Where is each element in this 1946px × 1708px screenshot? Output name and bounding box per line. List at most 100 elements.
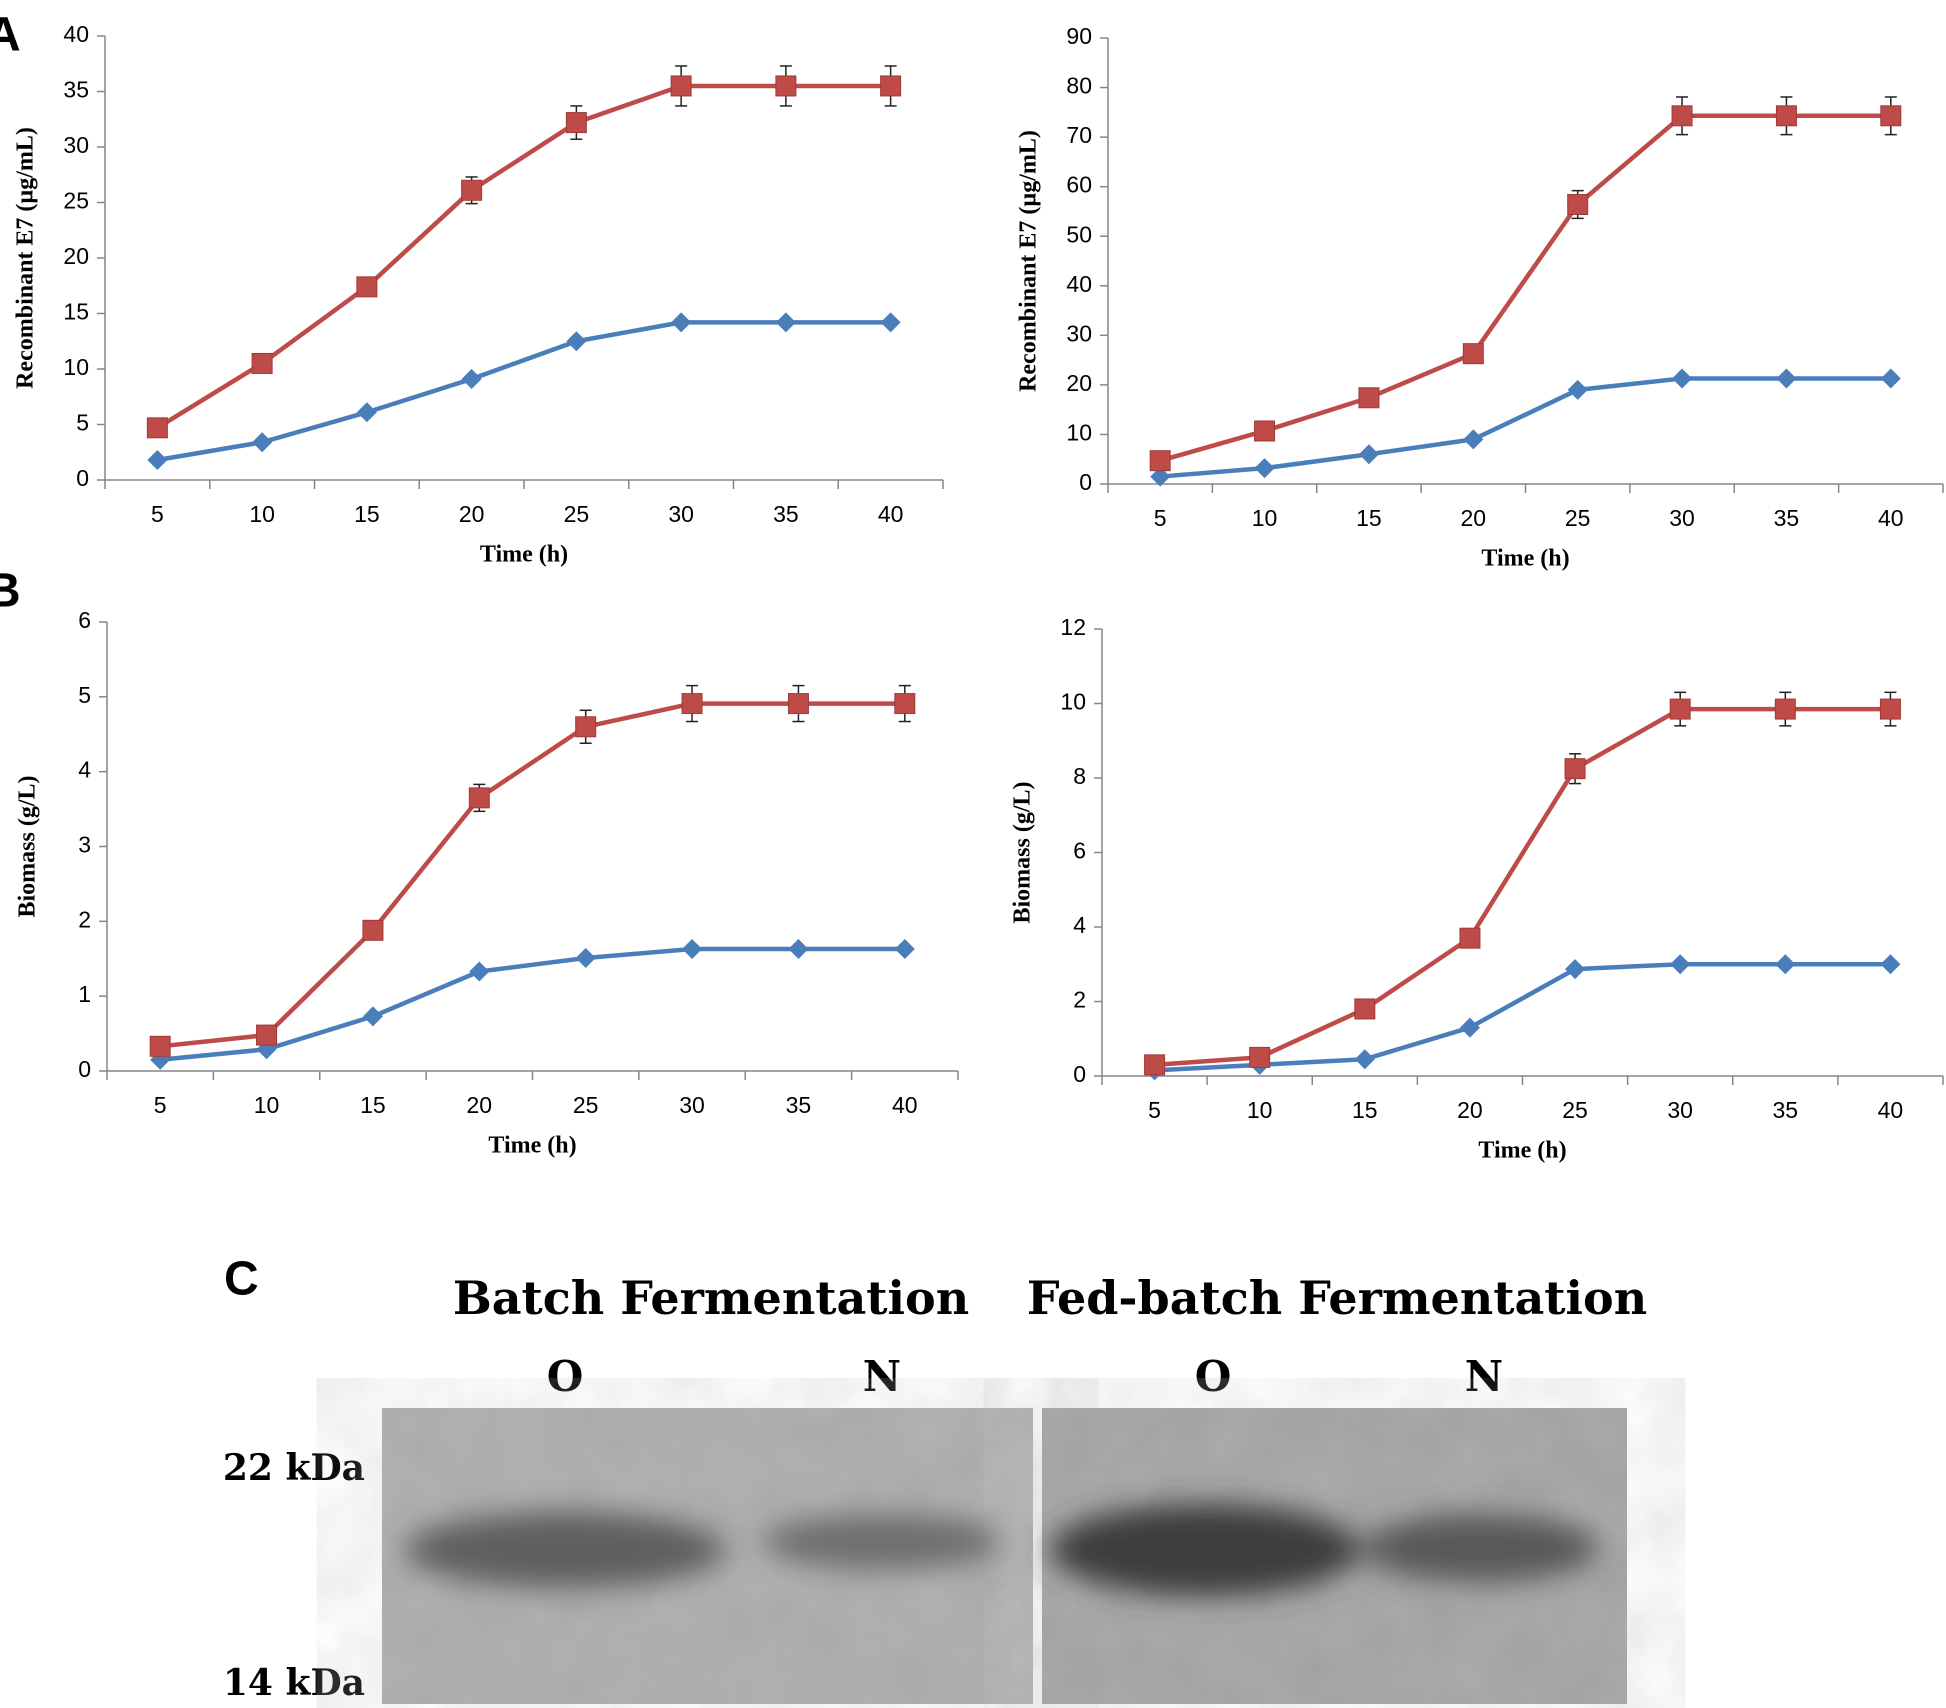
marker	[1358, 387, 1380, 409]
gel-panel: Batch Fermentation Fed-batch Fermentatio…	[223, 1271, 1647, 1704]
y-tick-label: 0	[76, 465, 89, 491]
marker	[461, 368, 482, 389]
marker	[147, 450, 168, 471]
line	[159, 946, 905, 1063]
y-axis-title: Biomass (g/L)	[15, 775, 41, 917]
marker	[1565, 959, 1586, 980]
x-tick-label: 5	[154, 1092, 167, 1118]
x-tick-label: 5	[151, 501, 164, 527]
y-tick-label: 10	[1060, 689, 1086, 715]
x-tick-label: 25	[1565, 505, 1591, 531]
y-tick-label: 0	[1079, 469, 1092, 495]
marker	[252, 432, 273, 453]
marker	[251, 352, 273, 374]
marker	[1774, 698, 1796, 720]
marker	[1775, 105, 1797, 127]
x-tick-label: 10	[1247, 1097, 1273, 1123]
marker	[1879, 698, 1901, 720]
marker	[565, 112, 587, 134]
marker	[1670, 954, 1691, 975]
marker	[1462, 343, 1484, 365]
marker	[1150, 466, 1171, 487]
marker	[681, 693, 703, 715]
panel-label: B	[0, 565, 21, 618]
y-tick-label: 5	[76, 410, 89, 436]
y-tick-label: 30	[63, 132, 89, 158]
x-tick-label: 20	[459, 501, 485, 527]
marker-label: 14 kDa	[223, 1662, 365, 1704]
y-tick-label: 35	[63, 77, 89, 103]
x-axis-title: Time (h)	[1481, 546, 1569, 572]
marker	[775, 312, 796, 333]
x-tick-label: 35	[786, 1092, 812, 1118]
x-tick-label: 40	[1878, 1097, 1904, 1123]
marker	[575, 948, 596, 969]
marker	[682, 939, 703, 960]
marker	[1463, 429, 1484, 450]
x-tick-label: 10	[1252, 505, 1278, 531]
marker	[146, 417, 168, 439]
y-tick-label: 20	[1066, 370, 1092, 396]
marker	[1358, 444, 1379, 465]
marker	[1149, 450, 1171, 472]
marker	[1254, 458, 1275, 479]
marker-label: 22 kDa	[223, 1447, 365, 1489]
x-tick-label: 30	[1669, 505, 1695, 531]
marker	[1672, 368, 1693, 389]
x-tick-label: 20	[467, 1092, 493, 1118]
y-tick-label: 90	[1066, 23, 1092, 49]
marker	[1354, 1049, 1375, 1070]
marker	[1669, 698, 1691, 720]
marker	[356, 276, 378, 298]
marker	[1567, 194, 1589, 216]
y-tick-label: 6	[1073, 838, 1086, 864]
marker	[1775, 954, 1796, 975]
marker	[1776, 368, 1797, 389]
marker	[787, 693, 809, 715]
x-tick-label: 20	[1461, 505, 1487, 531]
y-axis-title: Biomass (g/L)	[1010, 781, 1036, 923]
line	[1159, 113, 1891, 463]
y-tick-label: 6	[78, 607, 91, 633]
marker	[1249, 1046, 1271, 1068]
y-tick-label: 1	[78, 981, 91, 1007]
y-tick-label: 5	[78, 682, 91, 708]
x-tick-label: 15	[360, 1092, 386, 1118]
chart: 0 5 10 15 20 25 30 35 40 5 10 15 20 25 30 35 40 Time (h) R…	[13, 21, 944, 568]
x-tick-label: 30	[1667, 1097, 1693, 1123]
x-tick-label: 15	[1352, 1097, 1378, 1123]
y-tick-label: 2	[1073, 987, 1086, 1013]
y-tick-label: 40	[1066, 271, 1092, 297]
y-axis-title: Recombinant E7 (µg/mL)	[13, 127, 39, 389]
chart: 0 2 4 6 8 10 12 5 10 15 20 25 30 35 40 Time (h) Biomass …	[1010, 614, 1944, 1164]
gel-title: Fed-batch Fermentation	[1027, 1271, 1647, 1325]
marker	[1567, 379, 1588, 400]
y-tick-label: 0	[78, 1056, 91, 1082]
y-tick-label: 12	[1060, 614, 1086, 640]
x-tick-label: 40	[1878, 505, 1904, 531]
y-tick-label: 4	[78, 757, 91, 783]
x-tick-label: 25	[1562, 1097, 1588, 1123]
marker	[1564, 758, 1586, 780]
marker	[880, 75, 902, 97]
marker	[1880, 105, 1902, 127]
x-tick-label: 10	[249, 501, 275, 527]
lane-label: O	[547, 1352, 584, 1401]
marker	[149, 1035, 171, 1057]
marker	[256, 1024, 278, 1046]
x-tick-label: 20	[1457, 1097, 1483, 1123]
marker	[469, 961, 490, 982]
marker	[671, 312, 692, 333]
x-tick-label: 5	[1148, 1097, 1161, 1123]
gel-title: Batch Fermentation	[453, 1271, 969, 1325]
x-tick-label: 25	[573, 1092, 599, 1118]
y-tick-label: 0	[1073, 1061, 1086, 1087]
line	[159, 701, 905, 1049]
marker	[880, 312, 901, 333]
chart: 0 10 20 30 40 50 60 70 80 90 5 10 15 20 25 30 35 40 Time (…	[1016, 23, 1944, 572]
marker	[362, 919, 384, 941]
marker	[670, 75, 692, 97]
y-tick-label: 40	[63, 21, 89, 47]
marker	[362, 1006, 383, 1027]
y-tick-label: 20	[63, 243, 89, 269]
